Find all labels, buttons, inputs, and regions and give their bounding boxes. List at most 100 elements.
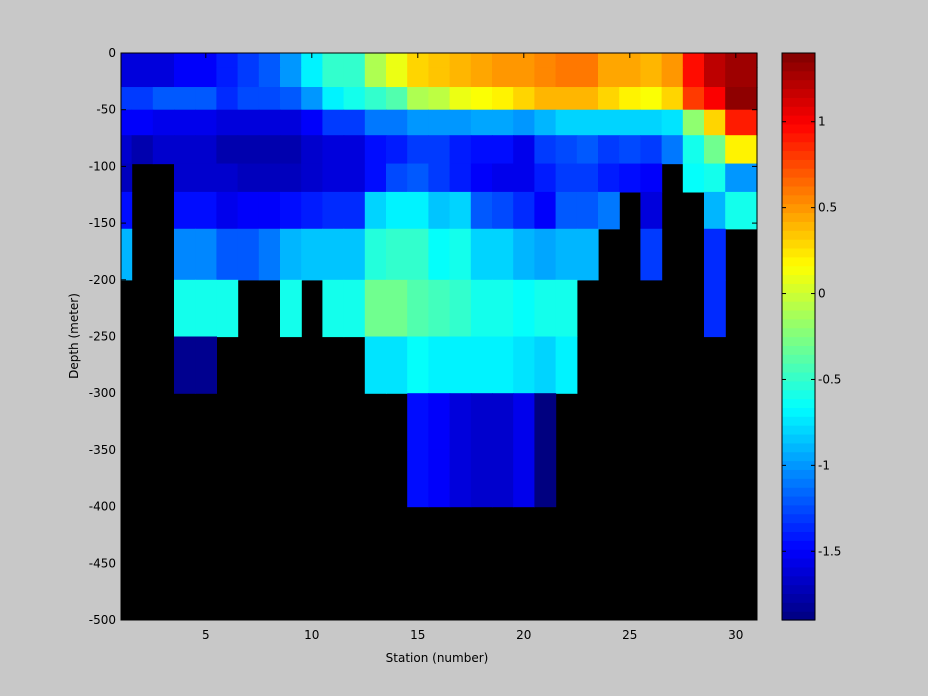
heatmap-cell — [280, 191, 302, 230]
heatmap-cell — [470, 336, 493, 394]
y-tick-label: -400 — [89, 500, 116, 514]
heatmap-cell — [386, 87, 408, 111]
heatmap-cell — [301, 228, 323, 281]
heatmap-cell — [576, 191, 599, 230]
heatmap-cell — [534, 53, 557, 68]
heatmap-cell — [704, 279, 726, 338]
heatmap-cell — [174, 109, 196, 136]
colorbar-swatch — [782, 247, 815, 258]
colorbar-swatch — [782, 318, 815, 329]
heatmap-cell — [301, 87, 323, 111]
heatmap-cell — [301, 53, 323, 68]
heatmap-cell — [195, 228, 217, 281]
colorbar-swatch — [782, 540, 815, 550]
colorbar-swatch — [782, 132, 815, 143]
colorbar-swatch — [782, 398, 815, 408]
heatmap-cell — [258, 67, 281, 88]
colorbar-swatch — [782, 123, 815, 134]
heatmap-cell — [216, 87, 239, 111]
x-tick-label: 5 — [202, 628, 210, 642]
y-tick-label: -200 — [89, 273, 116, 287]
heatmap-cell — [280, 279, 302, 338]
heatmap-cell — [640, 163, 663, 193]
heatmap-cell — [492, 336, 514, 394]
heatmap-cell — [237, 163, 260, 193]
heatmap-cell — [407, 87, 429, 111]
heatmap-cell — [237, 135, 260, 165]
colorbar-swatch — [782, 354, 815, 364]
heatmap-cell — [513, 279, 535, 338]
y-tick-label: -500 — [89, 613, 116, 627]
heatmap-cell — [470, 135, 493, 165]
heatmap-cell — [322, 53, 345, 68]
heatmap-cell — [322, 87, 345, 111]
heatmap-cell — [576, 109, 599, 136]
heatmap-cell — [364, 53, 387, 68]
heatmap-cell — [534, 336, 557, 394]
colorbar-tick-label: -1 — [818, 458, 830, 472]
heatmap-cell — [598, 109, 620, 136]
heatmap-cell — [661, 67, 684, 88]
heatmap-cell — [470, 67, 493, 88]
heatmap-cell — [131, 53, 154, 68]
heatmap-cell — [428, 228, 451, 281]
heatmap-cell — [407, 279, 429, 338]
colorbar-swatch — [782, 416, 815, 426]
colorbar-swatch — [782, 380, 815, 391]
heatmap-cell — [555, 336, 578, 394]
colorbar-swatch — [782, 442, 815, 453]
colorbar-swatch — [782, 389, 815, 400]
heatmap-cell — [682, 109, 705, 136]
heatmap-cell — [470, 279, 493, 338]
heatmap-cell — [301, 67, 323, 88]
colorbar-tick-label: 1 — [818, 115, 826, 129]
heatmap-cell — [492, 87, 514, 111]
heatmap-cell — [195, 336, 217, 394]
heatmap-cell — [386, 67, 408, 88]
heatmap-cell — [174, 191, 196, 230]
heatmap-cell — [343, 53, 366, 68]
heatmap-cell — [470, 109, 493, 136]
colorbar-swatch — [782, 478, 815, 488]
heatmap-cell — [619, 53, 641, 68]
heatmap-cell — [470, 449, 493, 508]
colorbar-swatch — [782, 557, 815, 568]
heatmap-cell — [534, 449, 557, 508]
colorbar-tick-label: -0.5 — [818, 372, 841, 386]
heatmap-cell — [152, 67, 175, 88]
heatmap-cell — [576, 135, 599, 165]
colorbar-swatch — [782, 327, 815, 338]
heatmap-cell — [555, 67, 578, 88]
heatmap-cell — [492, 228, 514, 281]
heatmap-cell — [492, 135, 514, 165]
heatmap-cell — [682, 87, 705, 111]
heatmap-cell — [576, 53, 599, 68]
heatmap-cell — [364, 191, 387, 230]
heatmap-cell — [364, 87, 387, 111]
heatmap-cell — [364, 109, 387, 136]
heatmap-cell — [301, 191, 323, 230]
colorbar-swatch — [782, 451, 815, 462]
heatmap-cell — [174, 87, 196, 111]
heatmap-cell — [174, 67, 196, 88]
heatmap-cell — [534, 228, 557, 281]
heatmap-cell — [343, 109, 366, 136]
heatmap-cell — [216, 191, 239, 230]
heatmap-cell — [216, 53, 239, 68]
heatmap-cell — [237, 87, 260, 111]
colorbar-swatch — [782, 336, 815, 346]
heatmap-cell — [407, 163, 429, 193]
heatmap-cell — [470, 393, 493, 451]
heatmap-cell — [513, 336, 535, 394]
heatmap-cell — [598, 135, 620, 165]
heatmap-cell — [364, 163, 387, 193]
heatmap-cell — [576, 87, 599, 111]
heatmap-cell — [258, 163, 281, 193]
heatmap-cell — [428, 109, 451, 136]
heatmap-cell — [195, 53, 217, 68]
heatmap-cell — [121, 135, 133, 165]
y-tick-label: -350 — [89, 443, 116, 457]
heatmap-cell — [513, 393, 535, 451]
heatmap-cell — [576, 228, 599, 281]
colorbar-swatch — [782, 487, 815, 497]
